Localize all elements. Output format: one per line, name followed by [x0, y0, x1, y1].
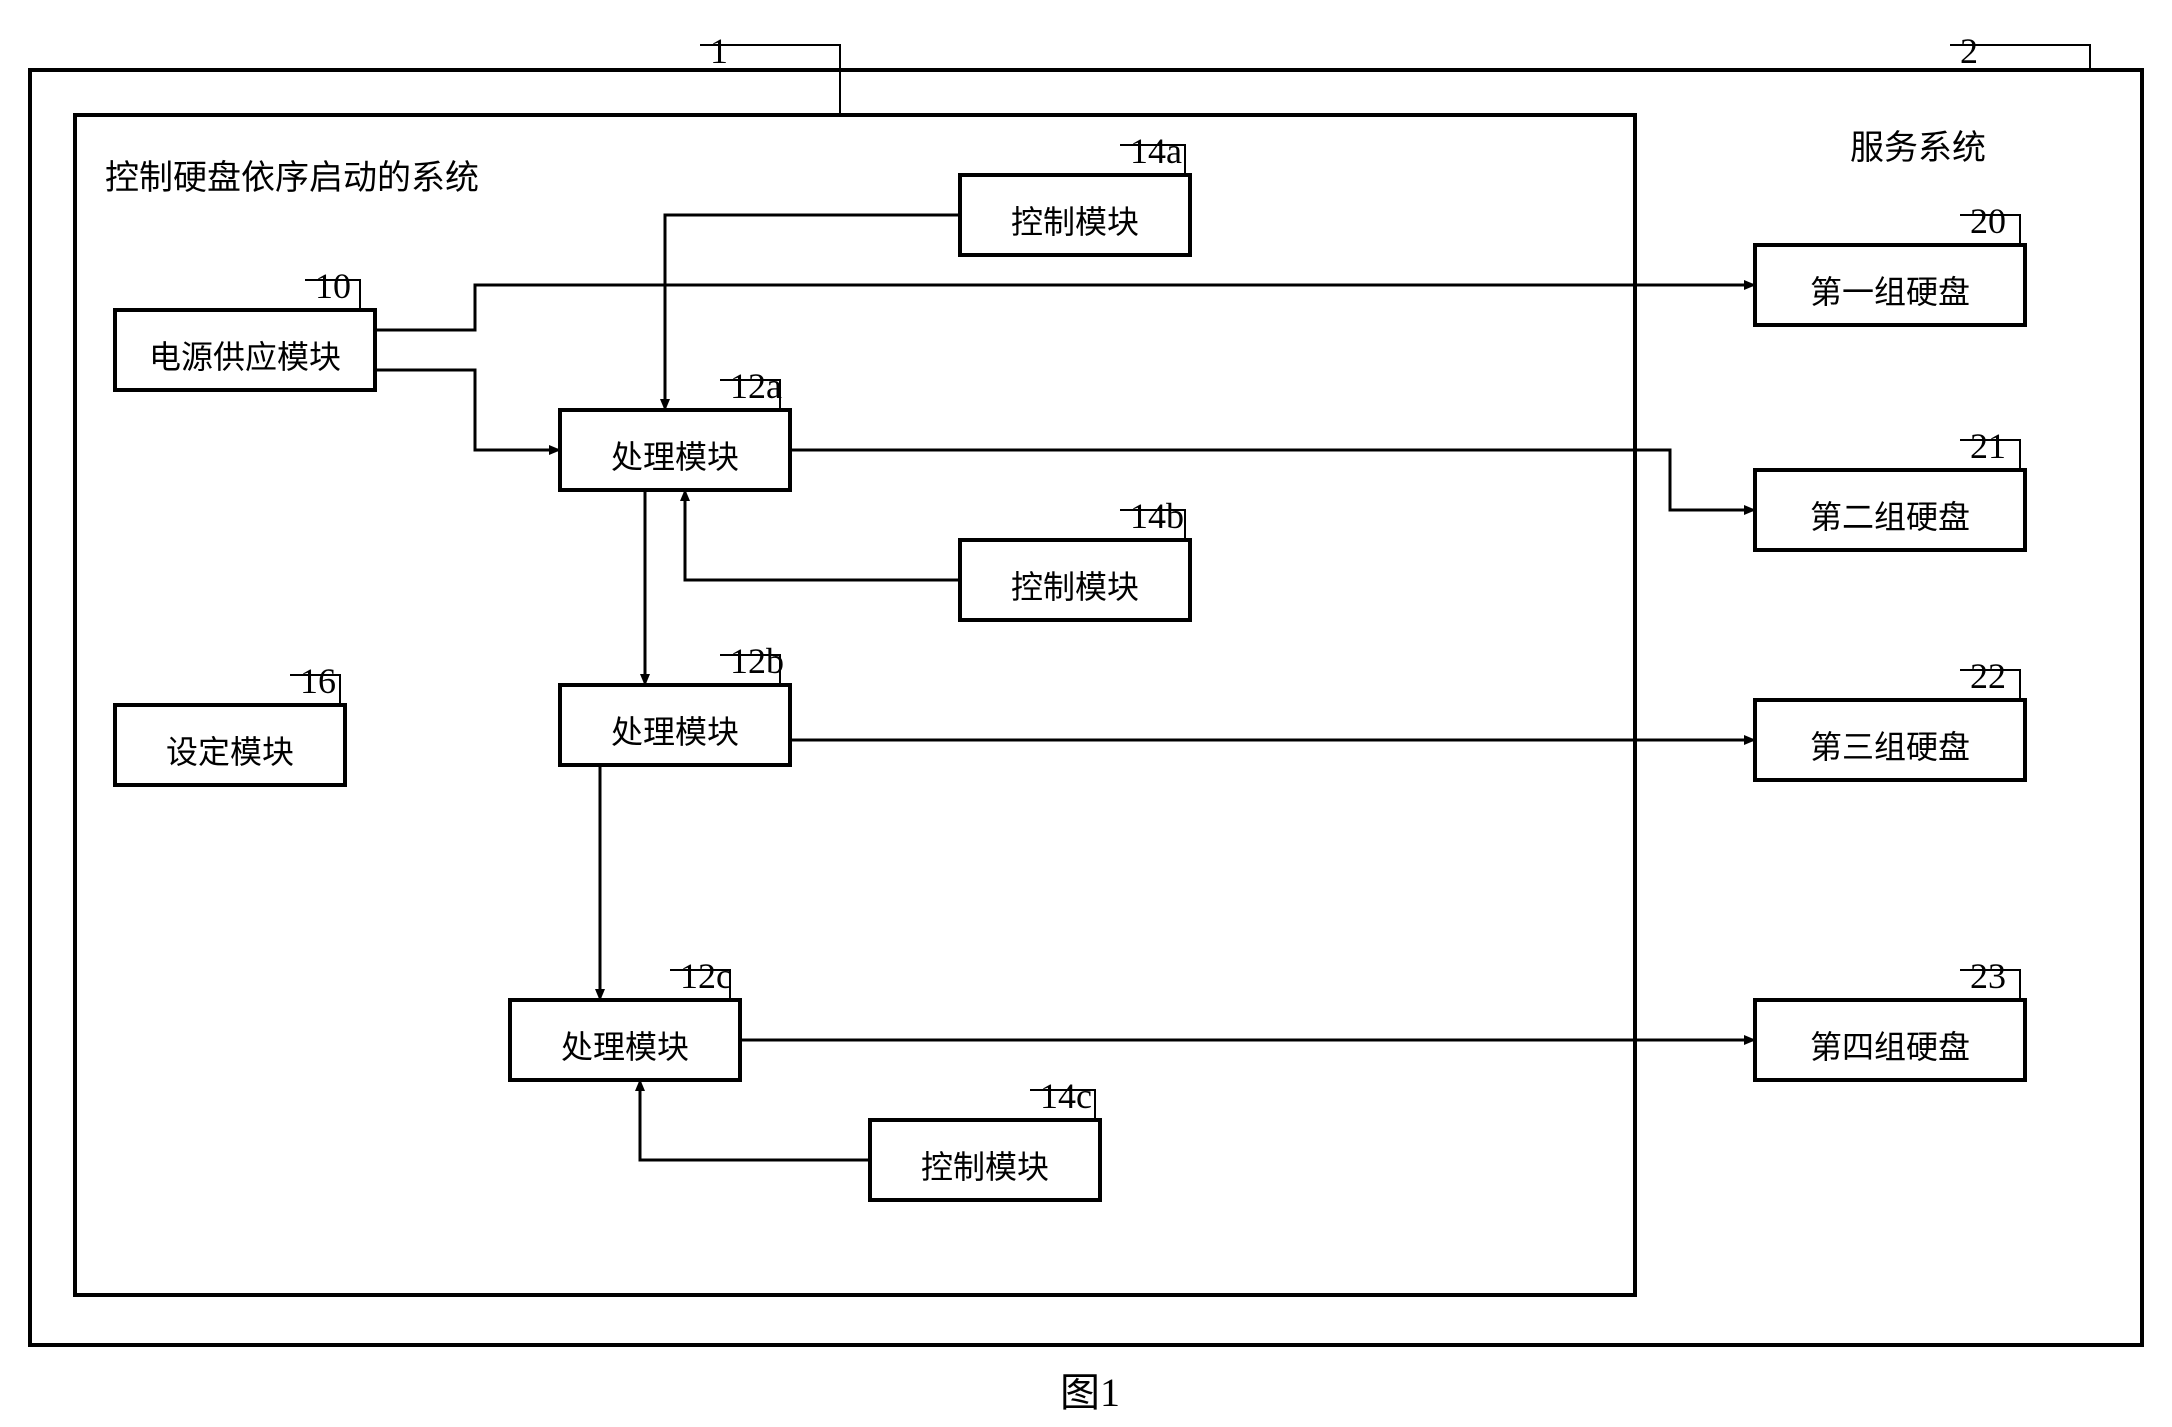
label-proc_a: 处理模块 — [560, 432, 790, 478]
edge-pwr-up-hdd1 — [375, 285, 1755, 330]
label-ctrl_b: 控制模块 — [960, 562, 1190, 608]
ref-10: 10 — [315, 265, 351, 307]
edge-pwr-dn-proca — [375, 370, 560, 450]
service-system-title: 服务系统 — [1850, 120, 1986, 169]
edge-proca-hdd2 — [790, 450, 1755, 510]
label-ctrl_c: 控制模块 — [870, 1142, 1100, 1188]
ref-14c: 14c — [1040, 1075, 1092, 1117]
label-ctrl_a: 控制模块 — [960, 197, 1190, 243]
label-power: 电源供应模块 — [115, 332, 375, 378]
label-hdd4: 第四组硬盘 — [1755, 1022, 2025, 1068]
label-hdd2: 第二组硬盘 — [1755, 492, 2025, 538]
label-proc_c: 处理模块 — [510, 1022, 740, 1068]
label-hdd3: 第三组硬盘 — [1755, 722, 2025, 768]
edge-ctrlb-proca — [685, 490, 960, 580]
ref-16: 16 — [300, 660, 336, 702]
ref-22: 22 — [1970, 655, 2006, 697]
ref-20: 20 — [1970, 200, 2006, 242]
edge-ctrla-proca — [665, 215, 960, 410]
ref-12a: 12a — [730, 365, 782, 407]
ref-2: 2 — [1960, 30, 1978, 72]
ref-23: 23 — [1970, 955, 2006, 997]
ref-1: 1 — [710, 30, 728, 72]
ref-12c: 12c — [680, 955, 732, 997]
ref-12b: 12b — [730, 640, 784, 682]
control-system-title: 控制硬盘依序启动的系统 — [105, 150, 479, 199]
ref-14b: 14b — [1130, 495, 1184, 537]
label-hdd1: 第一组硬盘 — [1755, 267, 2025, 313]
ref-14a: 14a — [1130, 130, 1182, 172]
figure-caption: 图1 — [1060, 1360, 1120, 1418]
diagram-root: 服务系统 2 控制硬盘依序启动的系统 1 电源供应模块 10 设定模块 16 处理模块 12a 处理… — [0, 0, 2172, 1427]
edge-ctrlc-procc — [640, 1080, 870, 1160]
label-setting: 设定模块 — [115, 727, 345, 773]
label-proc_b: 处理模块 — [560, 707, 790, 753]
ref-21: 21 — [1970, 425, 2006, 467]
